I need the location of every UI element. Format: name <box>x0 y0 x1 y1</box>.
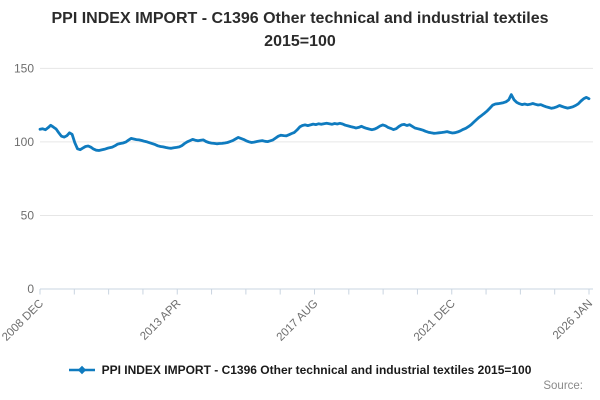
svg-text:100: 100 <box>14 135 34 149</box>
svg-text:2013 APR: 2013 APR <box>138 298 183 343</box>
source-label: Source: <box>543 380 583 392</box>
svg-text:2026 JAN: 2026 JAN <box>551 298 595 342</box>
x-axis-labels: 2008 DEC 2013 APR 2017 AUG 2021 DEC 2026 JAN <box>0 298 595 344</box>
svg-text:50: 50 <box>21 208 35 222</box>
legend-item[interactable]: PPI INDEX IMPORT - C1396 Other technical… <box>0 363 600 377</box>
legend-label: PPI INDEX IMPORT - C1396 Other technical… <box>101 363 532 377</box>
svg-text:2008 DEC: 2008 DEC <box>0 298 46 344</box>
svg-text:150: 150 <box>14 61 34 75</box>
y-axis-labels: 0 50 100 150 <box>14 61 34 296</box>
svg-text:2017 AUG: 2017 AUG <box>275 298 321 344</box>
svg-text:0: 0 <box>27 282 34 296</box>
series-line <box>38 93 591 152</box>
chart-title: PPI INDEX IMPORT - C1396 Other technical… <box>51 10 549 51</box>
svg-text:2021 DEC: 2021 DEC <box>412 298 458 344</box>
gridlines <box>40 67 593 216</box>
x-axis <box>39 288 593 295</box>
legend-marker-icon <box>68 365 95 375</box>
